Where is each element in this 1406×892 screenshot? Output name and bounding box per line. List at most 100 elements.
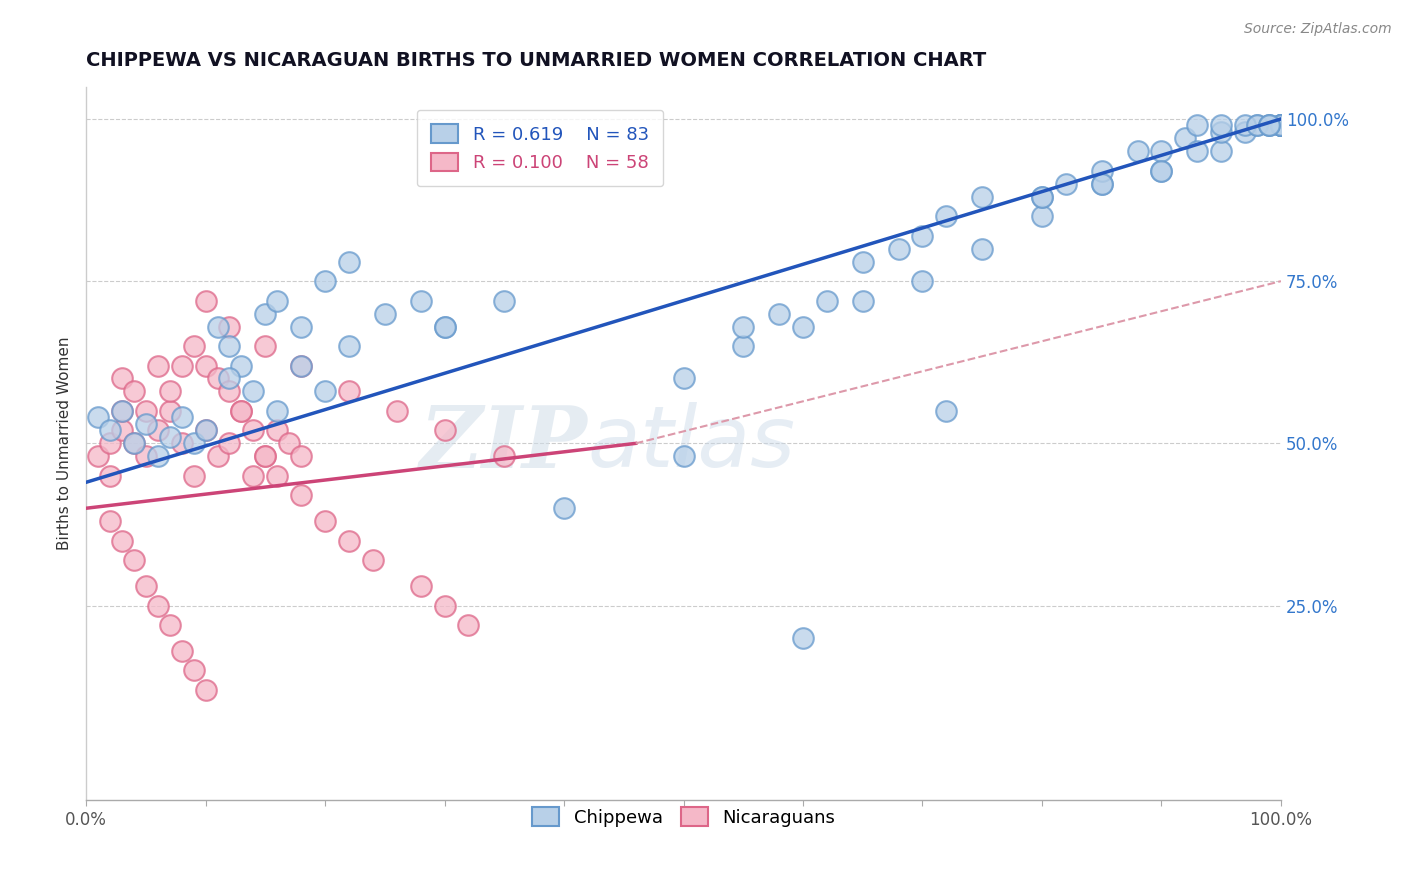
Point: [170, 410, 193, 425]
Point: [672, 450, 695, 464]
Point: [672, 371, 695, 385]
Point: [792, 319, 814, 334]
Point: [183, 436, 205, 450]
Point: [1270, 119, 1292, 133]
Point: [1234, 125, 1257, 139]
Point: [254, 339, 277, 353]
Point: [207, 319, 229, 334]
Point: [815, 293, 838, 308]
Point: [111, 404, 134, 418]
Point: [122, 384, 145, 399]
Point: [374, 307, 396, 321]
Point: [457, 618, 479, 632]
Point: [159, 618, 181, 632]
Point: [290, 488, 312, 502]
Point: [266, 423, 288, 437]
Point: [231, 404, 253, 418]
Point: [207, 450, 229, 464]
Point: [135, 450, 157, 464]
Point: [1054, 177, 1077, 191]
Point: [1258, 119, 1281, 133]
Point: [1031, 209, 1053, 223]
Point: [1150, 145, 1173, 159]
Point: [314, 384, 336, 399]
Point: [433, 599, 456, 613]
Point: [1211, 145, 1233, 159]
Point: [146, 359, 169, 373]
Point: [409, 579, 432, 593]
Point: [231, 404, 253, 418]
Point: [1270, 119, 1292, 133]
Point: [433, 423, 456, 437]
Text: atlas: atlas: [588, 402, 796, 485]
Point: [194, 293, 217, 308]
Point: [231, 359, 253, 373]
Point: [194, 423, 217, 437]
Point: [170, 644, 193, 658]
Point: [1270, 119, 1292, 133]
Point: [935, 404, 957, 418]
Point: [194, 682, 217, 697]
Point: [1270, 119, 1292, 133]
Point: [409, 293, 432, 308]
Point: [361, 553, 384, 567]
Point: [146, 599, 169, 613]
Point: [87, 410, 110, 425]
Point: [1150, 164, 1173, 178]
Point: [122, 436, 145, 450]
Point: [768, 307, 790, 321]
Point: [254, 450, 277, 464]
Point: [122, 436, 145, 450]
Point: [433, 319, 456, 334]
Point: [111, 371, 134, 385]
Point: [98, 423, 121, 437]
Point: [218, 384, 240, 399]
Point: [111, 533, 134, 548]
Point: [972, 242, 994, 256]
Point: [159, 384, 181, 399]
Text: Source: ZipAtlas.com: Source: ZipAtlas.com: [1244, 22, 1392, 37]
Point: [111, 404, 134, 418]
Point: [1270, 119, 1292, 133]
Point: [135, 417, 157, 431]
Point: [98, 436, 121, 450]
Point: [170, 359, 193, 373]
Point: [1246, 119, 1268, 133]
Point: [254, 307, 277, 321]
Point: [911, 274, 934, 288]
Point: [1270, 119, 1292, 133]
Point: [433, 319, 456, 334]
Point: [792, 631, 814, 645]
Point: [242, 423, 264, 437]
Point: [290, 450, 312, 464]
Point: [218, 339, 240, 353]
Point: [135, 404, 157, 418]
Point: [218, 436, 240, 450]
Point: [87, 450, 110, 464]
Text: ZIP: ZIP: [420, 401, 588, 485]
Point: [1031, 190, 1053, 204]
Point: [337, 533, 360, 548]
Y-axis label: Births to Unmarried Women: Births to Unmarried Women: [58, 336, 72, 550]
Point: [1258, 119, 1281, 133]
Point: [242, 384, 264, 399]
Point: [337, 339, 360, 353]
Point: [1187, 119, 1209, 133]
Point: [1258, 119, 1281, 133]
Point: [852, 254, 875, 268]
Point: [1174, 131, 1197, 145]
Point: [266, 468, 288, 483]
Point: [1150, 164, 1173, 178]
Point: [290, 319, 312, 334]
Point: [337, 384, 360, 399]
Point: [733, 339, 755, 353]
Point: [146, 423, 169, 437]
Point: [1270, 119, 1292, 133]
Text: CHIPPEWA VS NICARAGUAN BIRTHS TO UNMARRIED WOMEN CORRELATION CHART: CHIPPEWA VS NICARAGUAN BIRTHS TO UNMARRI…: [86, 51, 987, 70]
Point: [159, 404, 181, 418]
Point: [553, 501, 575, 516]
Point: [1031, 190, 1053, 204]
Point: [887, 242, 910, 256]
Point: [1270, 119, 1292, 133]
Point: [1270, 119, 1292, 133]
